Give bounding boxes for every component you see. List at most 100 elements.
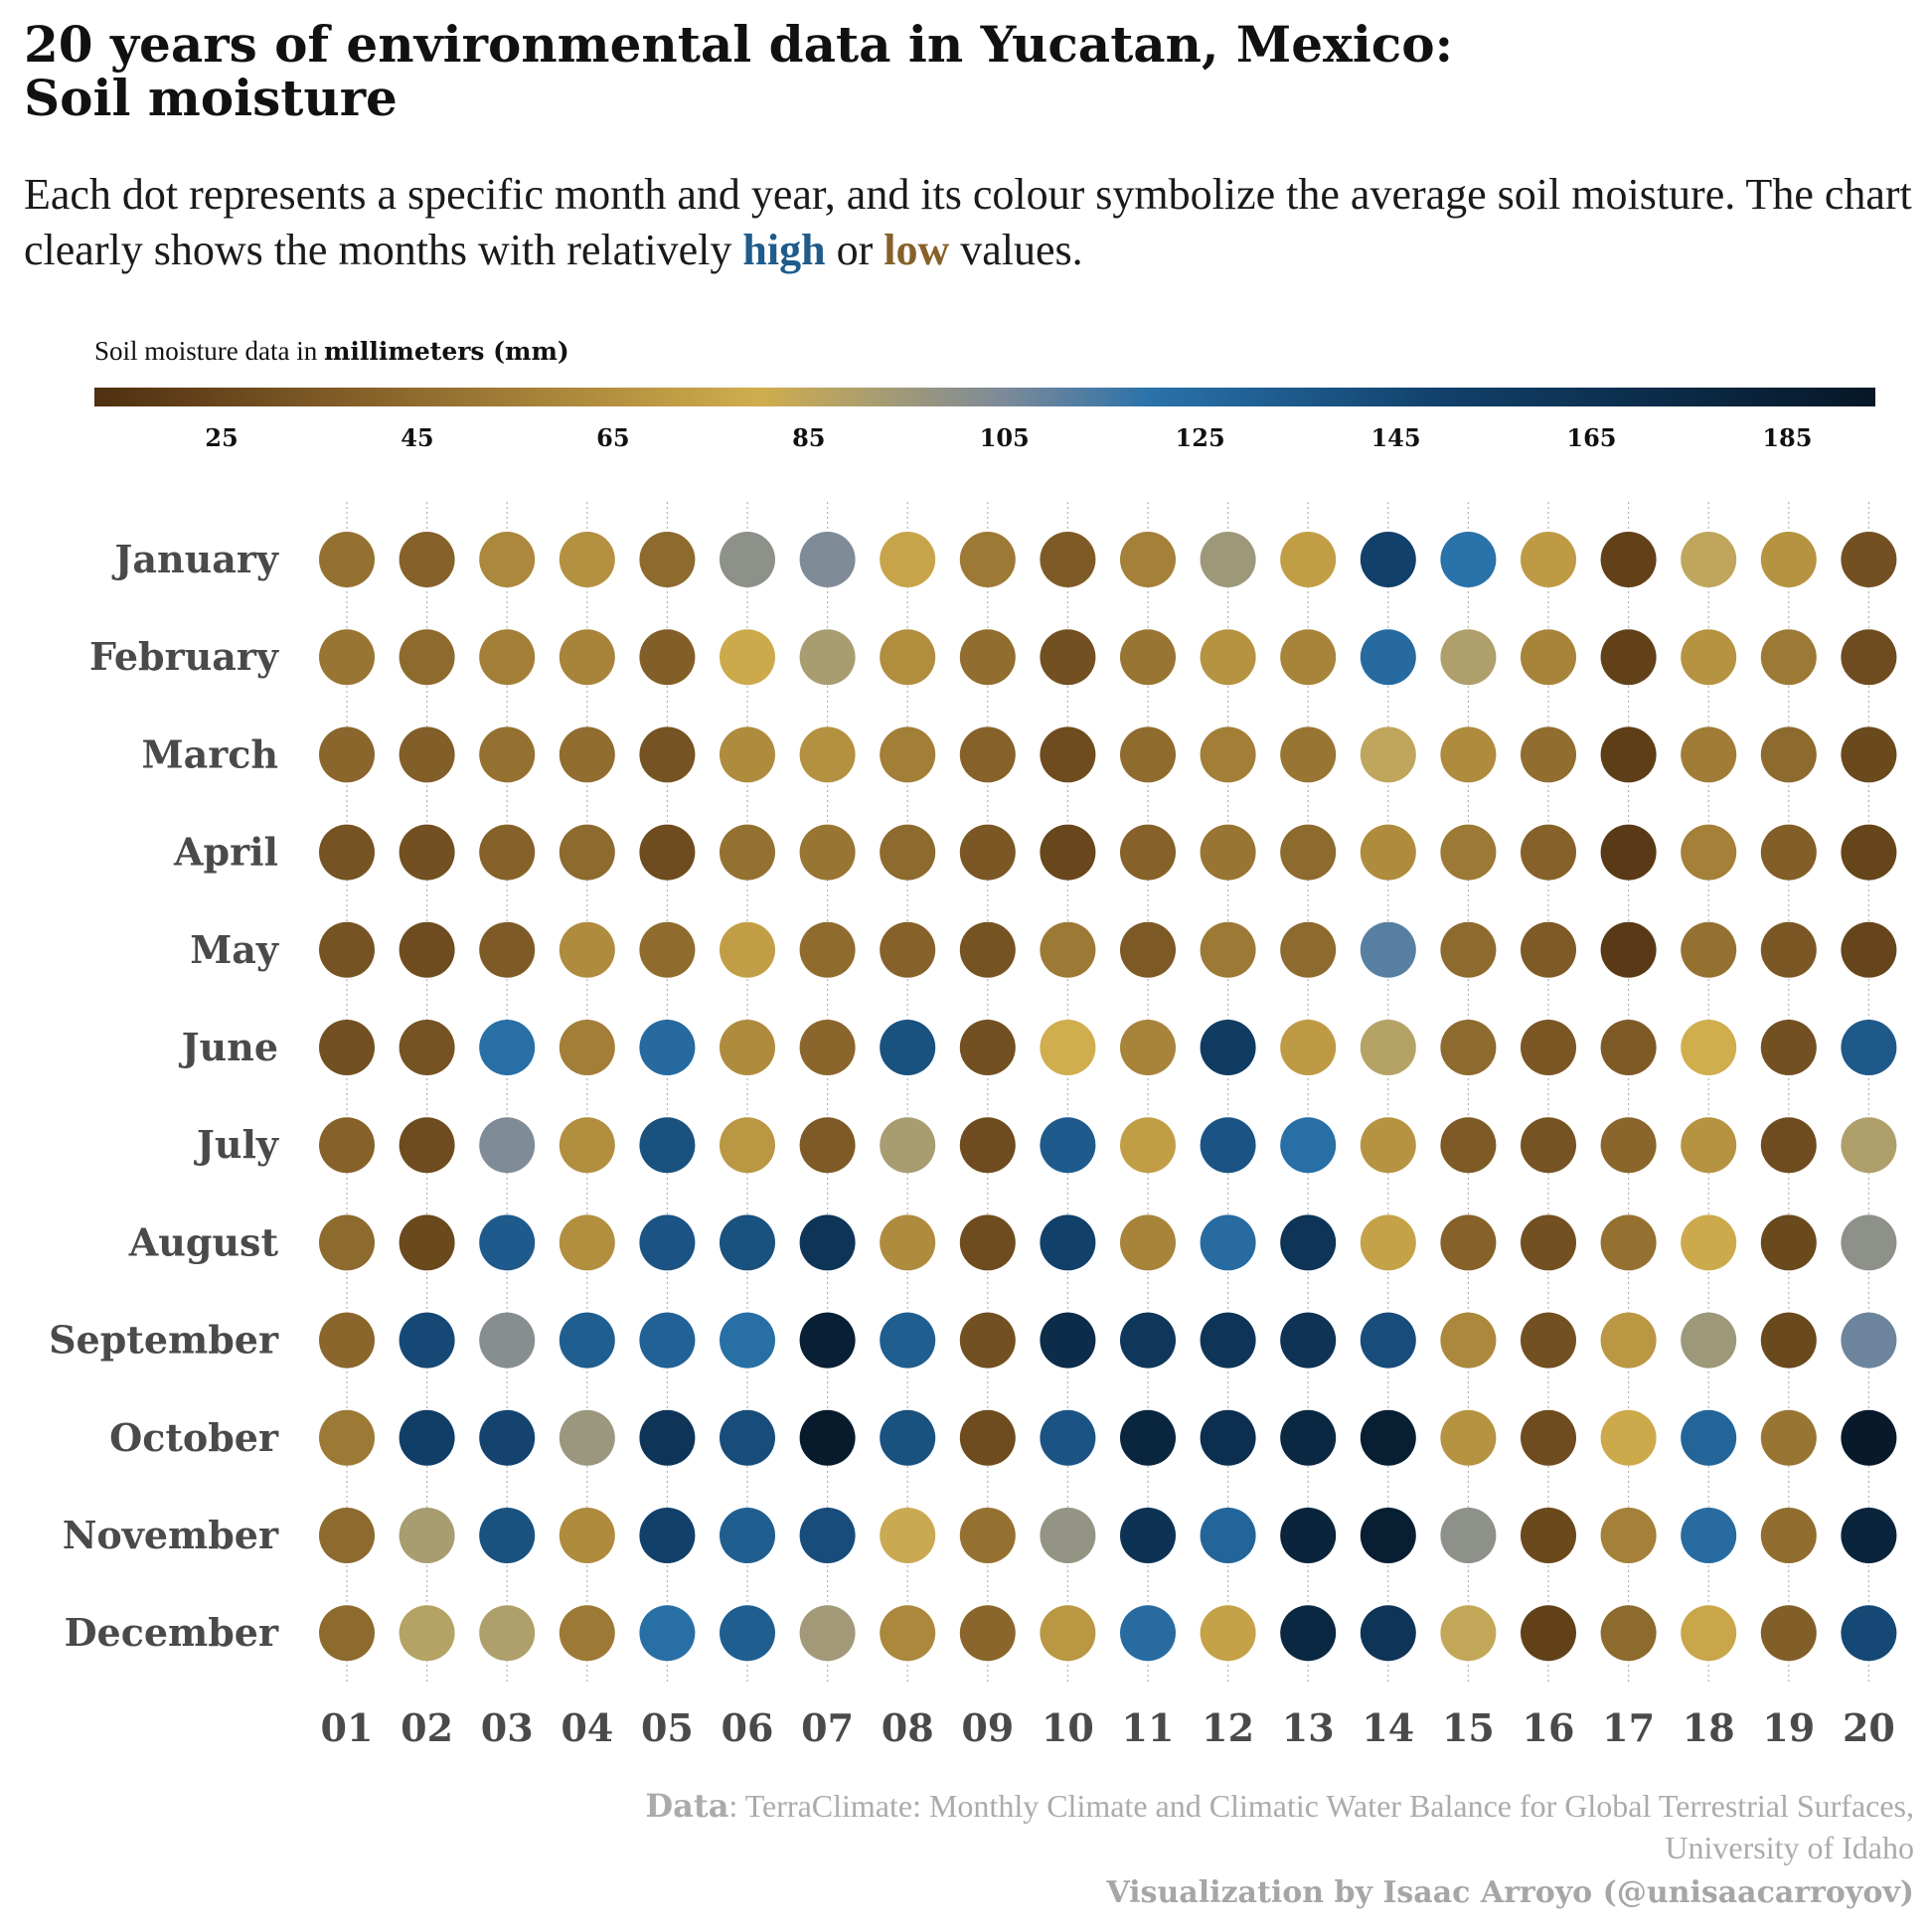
color-scale-tick-label: 165: [1566, 423, 1617, 452]
subtitle-or: or: [825, 226, 885, 274]
data-dot: [1841, 1409, 1897, 1466]
data-dot: [399, 1020, 455, 1075]
data-dot: [880, 1117, 936, 1174]
data-dot: [1040, 532, 1096, 587]
footer-data-label: Data: [645, 1787, 729, 1825]
data-dot: [1681, 629, 1737, 686]
data-dot: [1120, 1214, 1176, 1271]
data-dot: [479, 1117, 536, 1174]
data-dot: [479, 824, 536, 881]
data-dot: [1200, 1117, 1256, 1174]
data-dot: [799, 1409, 856, 1466]
data-dot: [319, 726, 375, 783]
data-dot: [1681, 726, 1737, 783]
data-dot: [799, 532, 856, 587]
data-dot: [399, 1409, 455, 1466]
year-label: 16: [1523, 1705, 1575, 1750]
year-label: 05: [641, 1705, 694, 1750]
data-dot: [1521, 921, 1576, 978]
data-dot: [1040, 921, 1096, 978]
footer-data-source-line2: University of Idaho: [1665, 1830, 1914, 1865]
data-dot: [880, 532, 936, 587]
data-dot: [1760, 1508, 1817, 1563]
data-dot: [1040, 1214, 1096, 1271]
chart-title-line2: Soil moisture: [24, 69, 398, 127]
data-dot: [1200, 532, 1256, 587]
footer-data-source-text: : TerraClimate: Monthly Climate and Clim…: [728, 1788, 1914, 1824]
data-dot: [1120, 726, 1176, 783]
data-dot: [639, 1409, 696, 1466]
data-dot: [880, 726, 936, 783]
data-dot: [639, 1605, 696, 1662]
data-dot: [1760, 1214, 1817, 1271]
legend-title: Soil moisture data in millimeters (mm): [94, 336, 569, 367]
subtitle-highlight-high: high: [742, 226, 826, 274]
data-dot: [1200, 726, 1256, 783]
data-dot: [1120, 1409, 1176, 1466]
data-dot: [1521, 1020, 1576, 1075]
data-dot: [1841, 1117, 1897, 1174]
data-dot: [720, 1605, 775, 1662]
data-dot: [319, 532, 375, 587]
data-dot: [1280, 726, 1337, 783]
data-dot: [1600, 1214, 1657, 1271]
data-dot: [959, 1508, 1016, 1563]
data-dot: [1600, 1409, 1657, 1466]
data-dot: [1841, 1312, 1897, 1368]
data-dot: [1360, 1605, 1416, 1662]
year-label: 12: [1202, 1705, 1254, 1750]
data-dot: [639, 532, 696, 587]
data-dot: [559, 629, 615, 686]
data-dot: [559, 921, 615, 978]
data-dot: [959, 1409, 1016, 1466]
data-dot: [1841, 1605, 1897, 1662]
month-label: June: [179, 1025, 278, 1069]
data-dot: [1681, 532, 1737, 587]
data-dot: [720, 921, 775, 978]
year-label: 13: [1282, 1705, 1335, 1750]
data-dot: [1521, 532, 1576, 587]
data-dot: [479, 1605, 536, 1662]
data-dot: [479, 726, 536, 783]
data-dot: [1280, 1312, 1337, 1368]
year-label: 08: [882, 1705, 934, 1750]
data-dot: [959, 1117, 1016, 1174]
data-dot: [1360, 1214, 1416, 1271]
data-dot: [559, 1312, 615, 1368]
data-dot: [399, 532, 455, 587]
data-dot: [1760, 726, 1817, 783]
year-label: 04: [561, 1705, 613, 1750]
data-dot: [1681, 1214, 1737, 1271]
year-label: 10: [1042, 1705, 1094, 1750]
data-dot: [1440, 1409, 1497, 1466]
data-dot: [559, 532, 615, 587]
data-dot: [1600, 1312, 1657, 1368]
data-dot: [1360, 824, 1416, 881]
data-dot: [1521, 1214, 1576, 1271]
data-dot: [1681, 1409, 1737, 1466]
year-label: 03: [481, 1705, 534, 1750]
data-dot: [399, 1214, 455, 1271]
data-dot: [1200, 1312, 1256, 1368]
data-dot: [1760, 629, 1817, 686]
data-dot: [399, 1117, 455, 1174]
data-dot: [1280, 921, 1337, 978]
data-dot: [1360, 1409, 1416, 1466]
data-dot: [1120, 532, 1176, 587]
data-dot: [1841, 824, 1897, 881]
chart-title-line1: 20 years of environmental data in Yucata…: [24, 15, 1454, 74]
data-dot: [399, 1508, 455, 1563]
data-dot: [399, 824, 455, 881]
data-dot: [959, 824, 1016, 881]
data-dot: [1760, 532, 1817, 587]
data-dot: [1440, 824, 1497, 881]
data-dot: [1120, 1117, 1176, 1174]
month-label: October: [109, 1415, 279, 1460]
data-dot: [799, 1605, 856, 1662]
data-dot: [959, 726, 1016, 783]
data-dot: [1521, 1117, 1576, 1174]
chart-title: 20 years of environmental data in Yucata…: [24, 18, 1912, 125]
data-dot: [639, 824, 696, 881]
data-dot: [319, 1020, 375, 1075]
data-dot: [1040, 726, 1096, 783]
